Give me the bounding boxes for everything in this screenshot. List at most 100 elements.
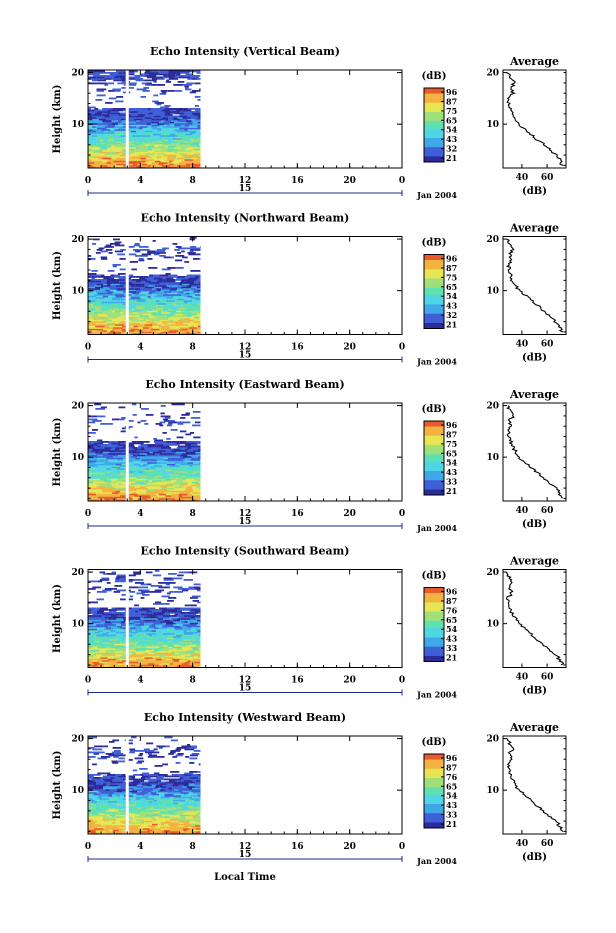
heat-cell — [100, 572, 106, 574]
colorbar-tick-label: 21 — [446, 653, 457, 663]
heat-cell — [141, 420, 147, 422]
heat-cell — [109, 441, 118, 443]
heat-cell — [117, 590, 125, 592]
avg-x-tick-label: 60 — [541, 839, 554, 849]
x-tick-label: 20 — [343, 676, 356, 686]
heat-cell — [171, 429, 178, 431]
heat-cell — [135, 243, 140, 245]
panel-title: Echo Intensity (Westward Beam) — [144, 711, 346, 724]
heat-cell — [111, 761, 117, 763]
heat-cell — [200, 246, 201, 248]
heat-cell — [197, 425, 200, 427]
heat-cell — [192, 425, 197, 427]
heat-cell — [187, 275, 193, 277]
heat-cell — [164, 737, 172, 739]
heat-cell — [152, 84, 157, 86]
panel-title: Echo Intensity (Northward Beam) — [141, 212, 350, 225]
average-profile-line — [507, 739, 563, 832]
x-tick-label: 0 — [85, 176, 91, 186]
heat-cell — [92, 258, 96, 260]
colorbar-unit: (dB) — [422, 737, 447, 748]
heat-cell — [173, 84, 183, 86]
heat-cell — [97, 608, 100, 610]
heat-cell — [99, 110, 102, 112]
heat-cell — [119, 258, 126, 260]
heat-cell — [130, 596, 133, 598]
heat-cell — [186, 83, 195, 85]
heat-cell — [177, 422, 181, 424]
avg-y-tick-label: 10 — [486, 453, 499, 463]
heat-cell — [107, 423, 113, 425]
heat-cell — [153, 95, 158, 97]
heat-cell — [102, 75, 107, 77]
average-xlabel: (dB) — [522, 186, 547, 197]
heat-cell — [144, 441, 150, 443]
heat-cell — [174, 90, 182, 92]
heat-cell — [163, 603, 170, 605]
avg-y-tick-label: 10 — [486, 786, 499, 796]
heat-cell — [187, 441, 195, 443]
date-label: Jan 2004 — [416, 690, 457, 700]
avg-x-tick-label: 40 — [516, 839, 529, 849]
x-tick-label: 0 — [399, 842, 405, 852]
heat-cell — [134, 437, 137, 439]
heat-cell — [170, 771, 179, 773]
heat-cell — [192, 753, 200, 755]
heat-cell — [131, 737, 137, 739]
avg-y-tick-label: 10 — [486, 287, 499, 297]
heat-cell — [151, 108, 156, 110]
heat-cell — [200, 270, 201, 272]
heat-cell — [132, 279, 135, 281]
heat-cell — [111, 275, 115, 277]
avg-x-tick-label: 40 — [516, 173, 529, 183]
average-xlabel: (dB) — [522, 353, 547, 364]
heat-cell — [134, 579, 144, 581]
heat-cell — [136, 276, 143, 278]
heat-cell — [180, 441, 187, 443]
heat-cell — [113, 747, 122, 749]
avg-x-tick-label: 40 — [516, 340, 529, 350]
heat-cell — [116, 71, 120, 73]
y-tick-label: 10 — [71, 786, 84, 796]
heat-cell — [193, 437, 200, 439]
heat-cell — [112, 572, 117, 574]
heat-cell — [88, 608, 97, 610]
heat-cell — [119, 758, 125, 760]
heat-cell — [145, 71, 150, 73]
heat-cell — [159, 255, 165, 257]
heat-cell — [146, 743, 153, 745]
heat-cell — [133, 572, 141, 574]
heat-cell — [104, 276, 111, 278]
heat-cell — [174, 108, 184, 110]
heat-cell — [153, 438, 157, 440]
avg-y-tick-label: 10 — [486, 120, 499, 130]
heat-cell — [93, 71, 97, 73]
heat-cell — [175, 255, 184, 257]
heat-cell — [141, 249, 150, 251]
heat-cell — [135, 582, 144, 584]
y-tick-label: 10 — [71, 287, 84, 297]
heat-cell — [109, 98, 117, 100]
y-axis-label: Height (km) — [52, 85, 63, 154]
heat-cell — [136, 441, 144, 443]
heat-cell — [139, 246, 149, 248]
heat-cell — [88, 756, 96, 758]
heat-cell — [191, 71, 201, 73]
heat-cell — [97, 83, 106, 85]
x-tick-label: 4 — [137, 676, 143, 686]
average-profile-line — [507, 239, 563, 332]
heat-cell — [193, 411, 201, 413]
average-title: Average — [509, 388, 559, 401]
heat-cell — [100, 608, 108, 610]
avg-y-tick-label: 20 — [486, 235, 499, 245]
heat-cell — [113, 239, 120, 241]
y-axis-label: Height (km) — [52, 418, 63, 487]
x-tick-label: 0 — [85, 842, 91, 852]
avg-x-tick-label: 60 — [541, 673, 554, 683]
panel-title: Echo Intensity (Eastward Beam) — [145, 378, 344, 391]
average-profile-line — [507, 73, 564, 166]
heat-cell — [101, 578, 109, 580]
heat-cell — [133, 414, 137, 416]
heat-cell — [118, 585, 122, 587]
